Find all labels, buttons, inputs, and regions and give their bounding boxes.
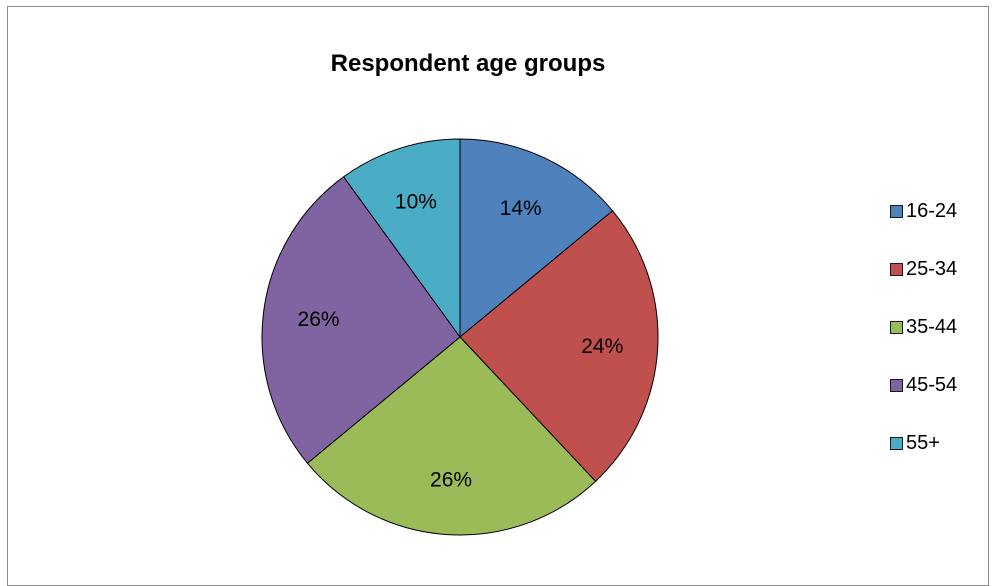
slice-data-label: 10% — [395, 190, 437, 213]
legend-item: 35-44 — [890, 315, 957, 339]
legend-label: 16-24 — [906, 199, 958, 222]
legend-swatch — [890, 262, 903, 276]
legend-swatch — [890, 436, 903, 450]
pie-slice-16-24 — [459, 138, 614, 339]
pie-chart: 14% 24% 26% 26% 10% — [261, 138, 659, 536]
legend-item: 45-54 — [890, 373, 957, 397]
legend-label: 35-44 — [906, 315, 958, 338]
slice-data-label: 26% — [430, 468, 472, 491]
legend-label: 55+ — [906, 431, 940, 454]
pie-slice-55+ — [342, 138, 461, 339]
legend-swatch — [890, 204, 903, 218]
slice-data-label: 26% — [298, 308, 340, 331]
pie-slice-35-44 — [306, 336, 597, 536]
legend-label: 25-34 — [906, 257, 958, 280]
legend-label: 45-54 — [906, 373, 958, 396]
legend-item: 55+ — [890, 431, 940, 455]
pie-slice-25-34 — [459, 210, 659, 483]
legend-item: 16-24 — [890, 199, 957, 223]
slice-data-label: 14% — [500, 197, 542, 220]
slice-data-label: 24% — [581, 335, 623, 358]
chart-title: Respondent age groups — [330, 50, 606, 77]
legend-item: 25-34 — [890, 257, 957, 281]
pie-slice-45-54 — [261, 176, 461, 464]
chart-frame: Respondent age groups 14% 24% 26% 26% 10% 16… — [7, 6, 989, 586]
legend-swatch — [890, 320, 903, 334]
legend-swatch — [890, 378, 903, 392]
